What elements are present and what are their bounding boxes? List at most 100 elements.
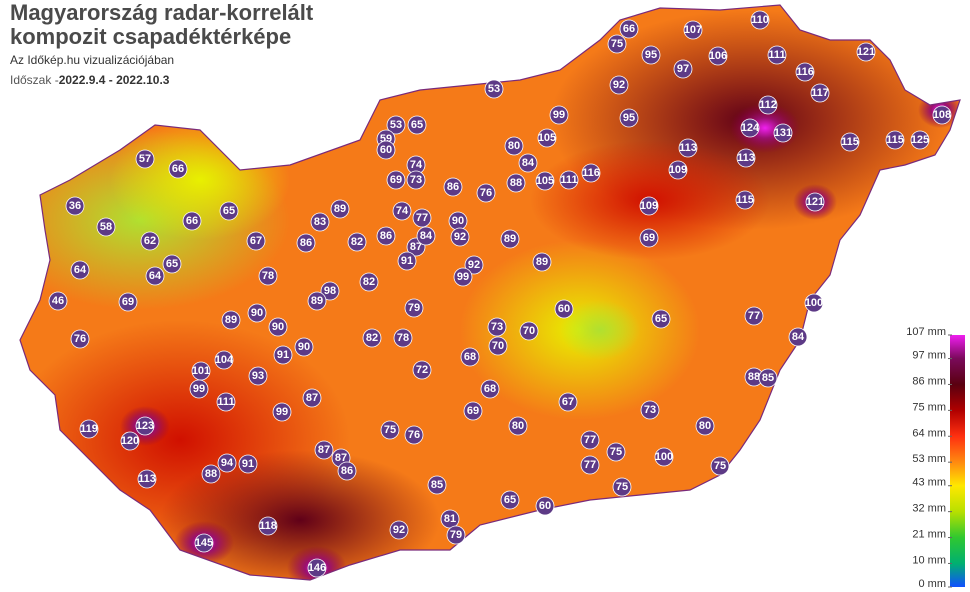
station-marker — [412, 360, 432, 380]
station-value: 98 — [324, 285, 336, 297]
station-marker — [518, 153, 538, 173]
station-marker — [416, 226, 436, 246]
station-value: 91 — [277, 349, 289, 361]
station-marker — [750, 10, 770, 30]
station-value: 99 — [553, 109, 565, 121]
station-value: 116 — [796, 66, 814, 78]
title: Magyarország radar-korrelált — [10, 0, 314, 25]
station-value: 68 — [484, 383, 496, 395]
station-marker — [393, 328, 413, 348]
station-value: 84 — [522, 157, 535, 169]
station-marker — [463, 401, 483, 421]
station-value: 85 — [762, 372, 774, 384]
station-marker — [607, 34, 627, 54]
station-value: 115 — [736, 194, 754, 206]
station-value: 80 — [699, 420, 711, 432]
station-value: 104 — [215, 354, 234, 366]
station-marker — [773, 123, 793, 143]
station-marker — [182, 211, 202, 231]
station-marker — [885, 130, 905, 150]
station-value: 115 — [841, 136, 859, 148]
station-value: 77 — [416, 212, 428, 224]
station-marker — [758, 368, 778, 388]
station-value: 66 — [623, 23, 635, 35]
station-marker — [310, 212, 330, 232]
legend-label: 32 mm — [912, 503, 946, 515]
station-marker — [258, 516, 278, 536]
station-value: 86 — [300, 237, 312, 249]
station-value: 80 — [508, 140, 520, 152]
station-value: 113 — [737, 152, 755, 164]
station-marker — [535, 171, 555, 191]
station-value: 90 — [251, 307, 263, 319]
station-marker — [668, 160, 688, 180]
station-value: 92 — [454, 231, 466, 243]
period: 2022.9.4 - 2022.10.3 — [59, 73, 170, 87]
station-value: 88 — [510, 177, 522, 189]
station-marker — [654, 447, 674, 467]
station-marker — [246, 231, 266, 251]
station-marker — [758, 95, 778, 115]
station-marker — [678, 138, 698, 158]
station-value: 82 — [366, 332, 378, 344]
station-value: 89 — [334, 203, 346, 215]
station-value: 84 — [792, 331, 805, 343]
station-marker — [767, 45, 787, 65]
station-value: 92 — [468, 259, 480, 271]
station-value: 68 — [464, 351, 476, 363]
station-marker — [389, 520, 409, 540]
legend-label: 97 mm — [912, 350, 946, 362]
period-label: Időszak - — [10, 73, 59, 87]
station-value: 86 — [341, 465, 353, 477]
station-value: 87 — [335, 452, 347, 464]
station-value: 75 — [611, 38, 623, 50]
station-value: 97 — [677, 63, 689, 75]
station-value: 124 — [741, 122, 760, 134]
station-value: 93 — [252, 370, 264, 382]
station-marker — [558, 392, 578, 412]
station-marker — [535, 496, 555, 516]
station-value: 91 — [401, 255, 413, 267]
station-value: 99 — [457, 271, 469, 283]
station-value: 89 — [504, 233, 516, 245]
station-value: 100 — [655, 451, 673, 463]
station-value: 65 — [655, 313, 667, 325]
station-value: 92 — [613, 79, 625, 91]
station-marker — [359, 272, 379, 292]
station-marker — [337, 461, 357, 481]
station-marker — [506, 173, 526, 193]
station-value: 66 — [186, 215, 198, 227]
station-marker — [640, 400, 660, 420]
station-marker — [840, 132, 860, 152]
station-marker — [500, 490, 520, 510]
station-value: 67 — [250, 235, 262, 247]
station-marker — [162, 254, 182, 274]
station-marker — [744, 306, 764, 326]
station-marker — [606, 442, 626, 462]
station-marker — [386, 170, 406, 190]
station-value: 72 — [416, 364, 428, 376]
station-value: 65 — [411, 119, 423, 131]
station-marker — [362, 328, 382, 348]
station-marker — [219, 201, 239, 221]
station-marker — [619, 108, 639, 128]
station-marker — [392, 201, 412, 221]
station-marker — [910, 130, 930, 150]
station-marker — [216, 392, 236, 412]
station-marker — [307, 558, 327, 578]
station-marker — [302, 388, 322, 408]
legend-label: 0 mm — [919, 578, 947, 590]
station-value: 125 — [911, 134, 929, 146]
legend-label: 43 mm — [912, 477, 946, 489]
station-value: 69 — [643, 232, 655, 244]
station-value: 89 — [225, 314, 237, 326]
station-marker — [651, 309, 671, 329]
station-marker — [460, 347, 480, 367]
station-value: 117 — [811, 87, 829, 99]
station-marker — [65, 196, 85, 216]
station-marker — [641, 45, 661, 65]
legend-label: 21 mm — [912, 529, 946, 541]
station-value: 73 — [491, 321, 503, 333]
station-marker — [307, 291, 327, 311]
